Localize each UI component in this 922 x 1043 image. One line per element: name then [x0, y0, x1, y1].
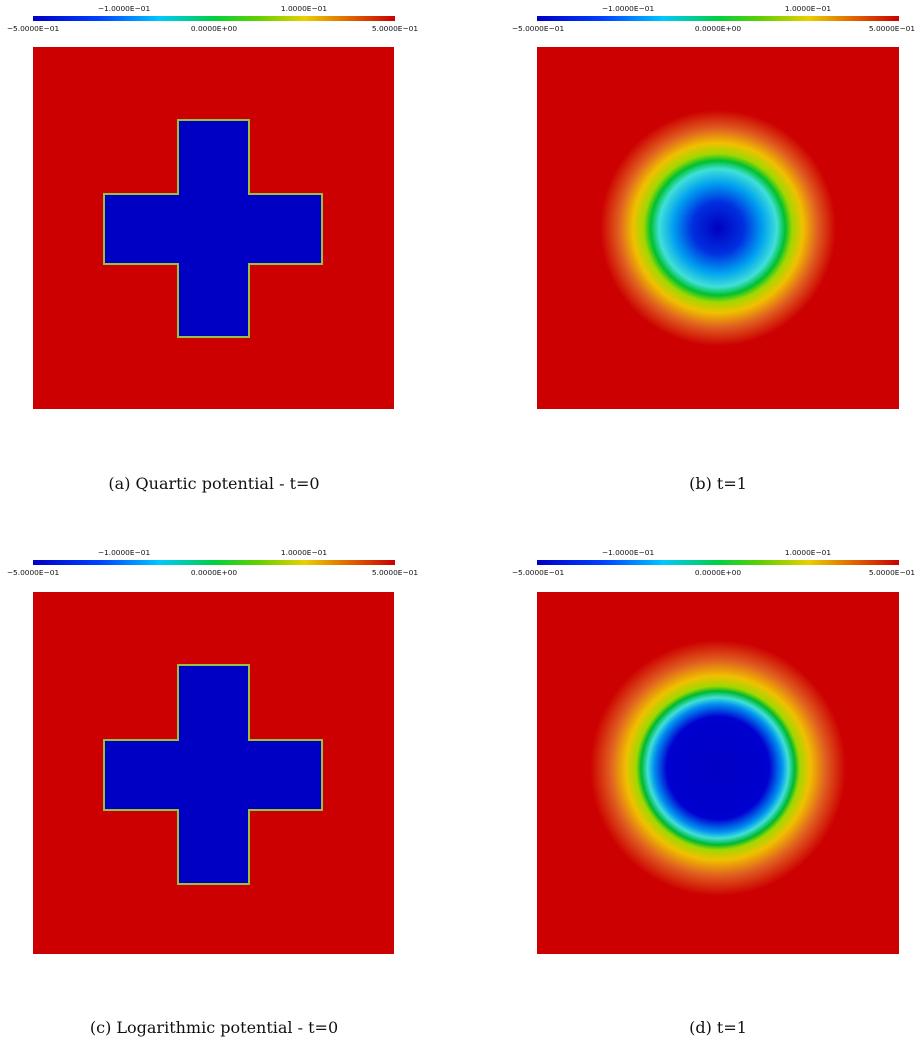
colorbar-tick-label: −5.0000E−01 — [511, 568, 565, 577]
colorbar-tick-label: 1.0000E−01 — [784, 4, 832, 13]
phase-field-plot — [537, 47, 899, 409]
colorbar-tick-label: −1.0000E−01 — [97, 548, 151, 557]
phase-field-plot — [537, 592, 899, 954]
colorbar-tick-label: −5.0000E−01 — [6, 568, 60, 577]
panel-caption: (d) t=1 — [689, 1018, 747, 1037]
phase-field-plot — [33, 592, 394, 954]
colorbar-tick-label: 5.0000E−01 — [868, 24, 916, 33]
colorbar — [33, 16, 395, 21]
colorbar-tick-label: 0.0000E+00 — [190, 568, 238, 577]
colorbar-tick-label: −1.0000E−01 — [97, 4, 151, 13]
figure-panel-a: −1.0000E−01 1.0000E−01 −5.0000E−01 0.000… — [0, 0, 460, 520]
colorbar-tick-label: −1.0000E−01 — [601, 548, 655, 557]
colorbar-tick-label: 1.0000E−01 — [280, 548, 328, 557]
colorbar-tick-label: −5.0000E−01 — [511, 24, 565, 33]
figure-panel-c: −1.0000E−01 1.0000E−01 −5.0000E−01 0.000… — [0, 521, 460, 1041]
colorbar-tick-label: −5.0000E−01 — [6, 24, 60, 33]
figure-panel-d: −1.0000E−01 1.0000E−01 −5.0000E−01 0.000… — [462, 521, 922, 1041]
colorbar-tick-label: 1.0000E−01 — [280, 4, 328, 13]
colorbar-tick-label: 5.0000E−01 — [868, 568, 916, 577]
colorbar-tick-label: 5.0000E−01 — [371, 568, 419, 577]
colorbar-tick-label: 0.0000E+00 — [694, 24, 742, 33]
panel-caption: (b) t=1 — [689, 474, 747, 493]
colorbar — [537, 16, 899, 21]
colorbar — [537, 560, 899, 565]
panel-caption: (a) Quartic potential - t=0 — [108, 474, 320, 493]
panel-caption: (c) Logarithmic potential - t=0 — [89, 1018, 339, 1037]
figure-panel-b: −1.0000E−01 1.0000E−01 −5.0000E−01 0.000… — [462, 0, 922, 520]
colorbar-tick-label: −1.0000E−01 — [601, 4, 655, 13]
phase-field-plot — [33, 47, 394, 409]
colorbar-tick-label: 5.0000E−01 — [371, 24, 419, 33]
colorbar-tick-label: 0.0000E+00 — [694, 568, 742, 577]
colorbar — [33, 560, 395, 565]
colorbar-tick-label: 1.0000E−01 — [784, 548, 832, 557]
colorbar-tick-label: 0.0000E+00 — [190, 24, 238, 33]
